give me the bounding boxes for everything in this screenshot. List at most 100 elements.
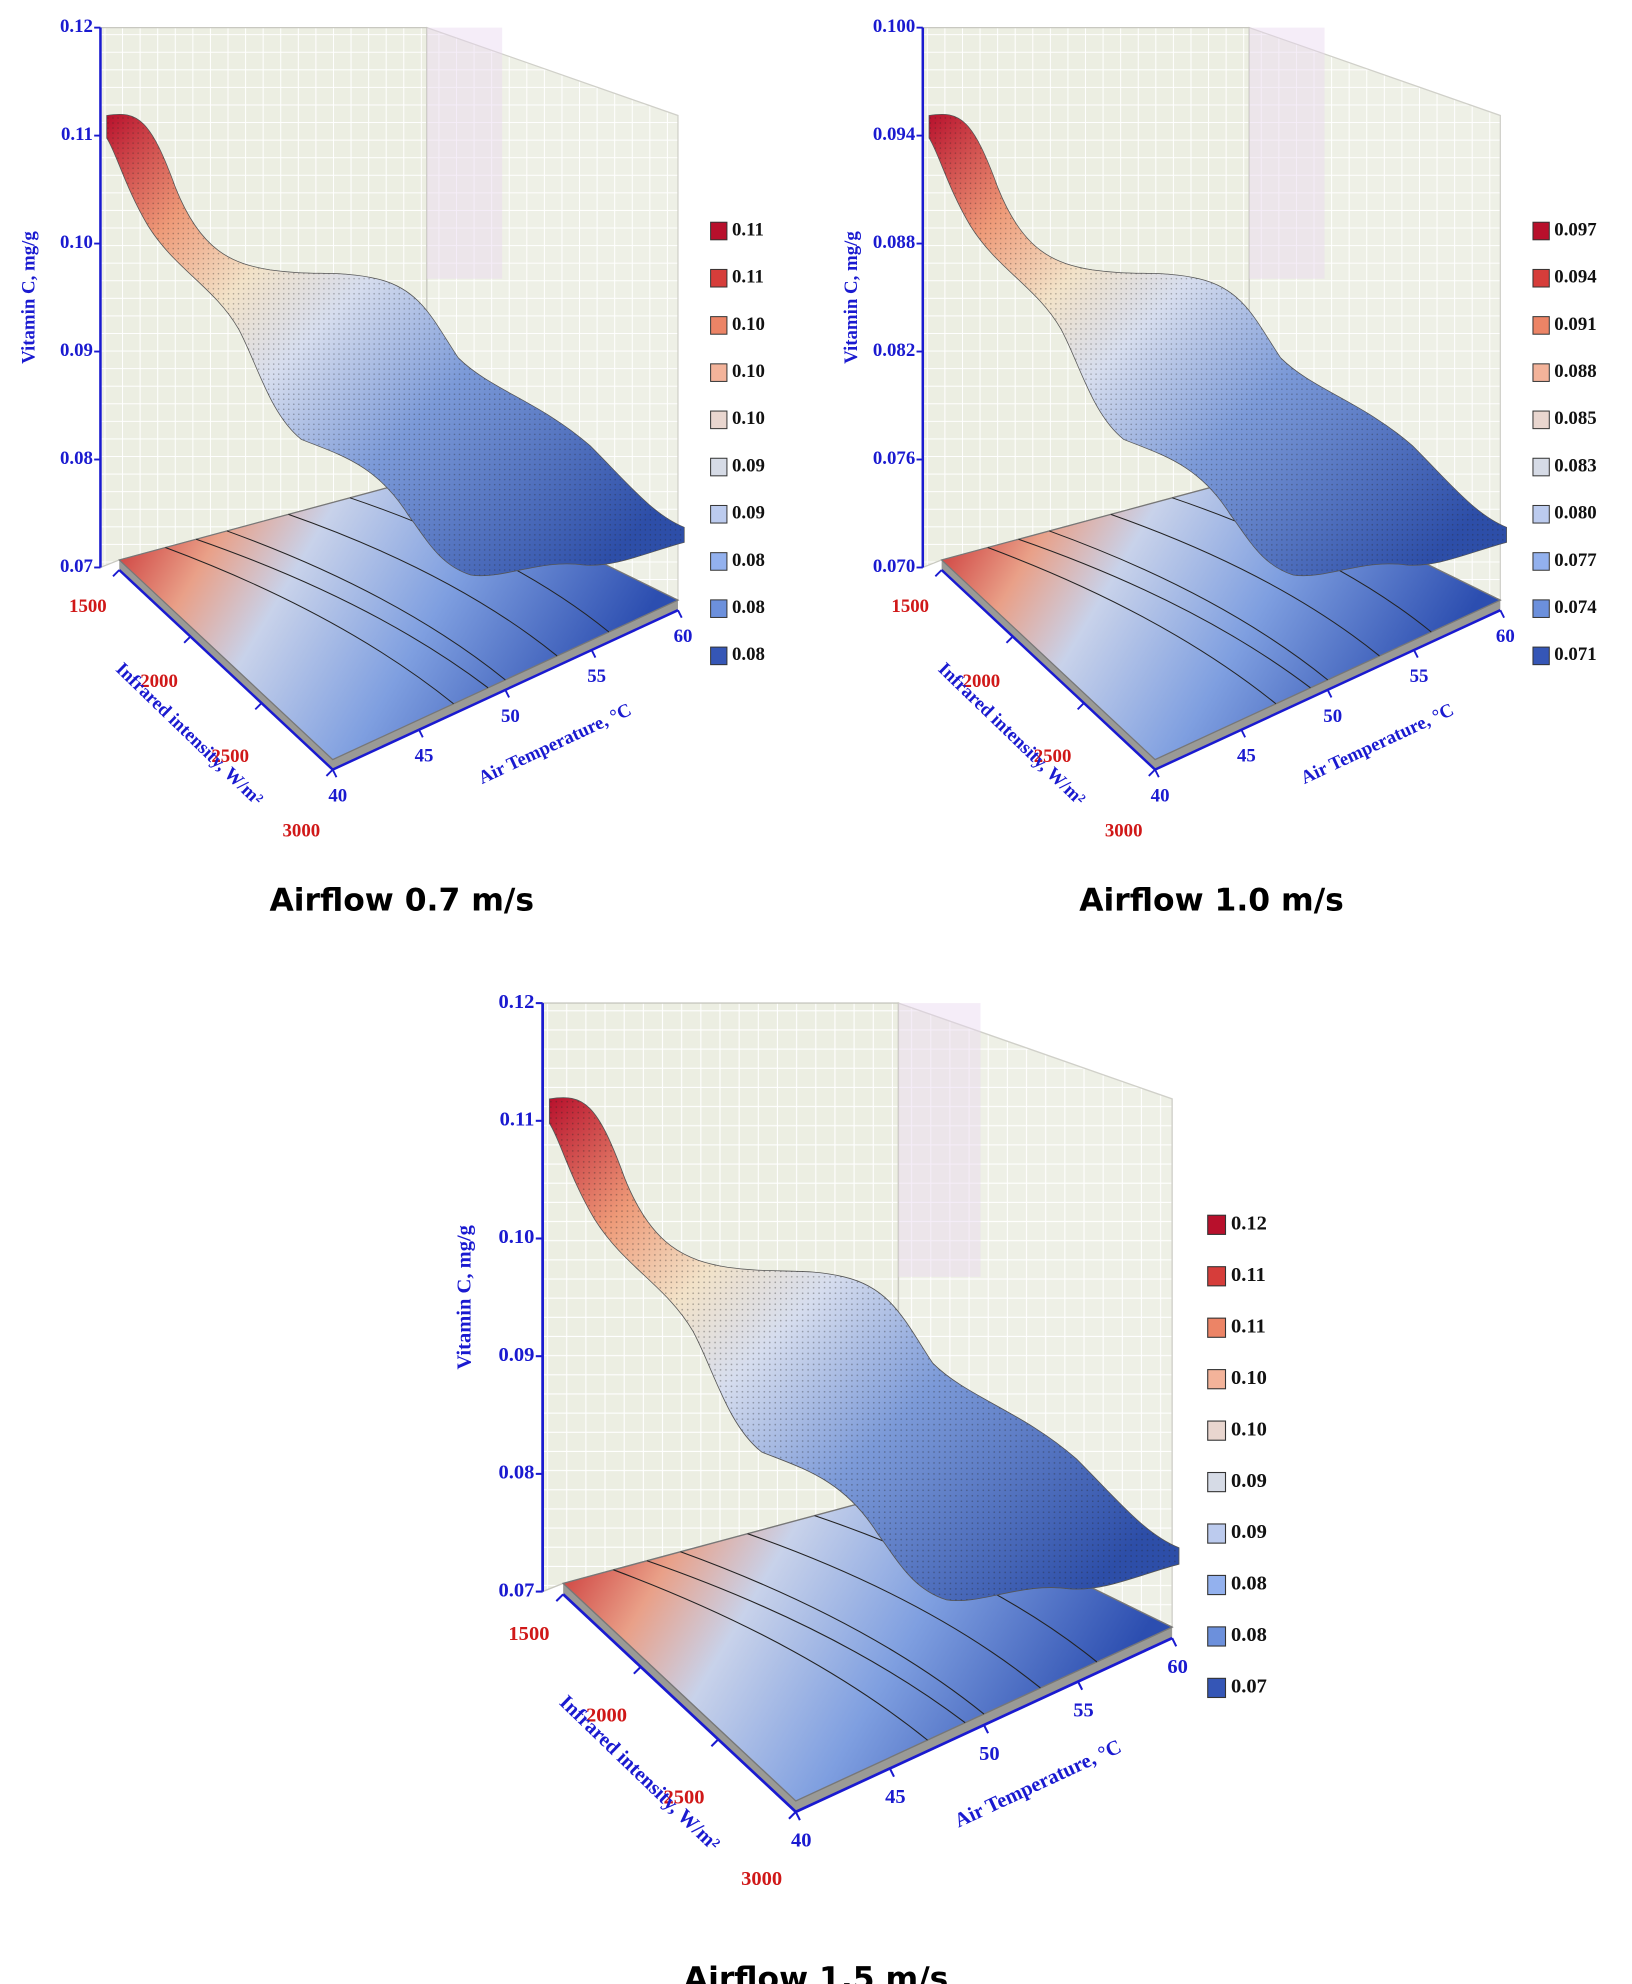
- x-tick: [325, 768, 334, 777]
- x-tick-label: 2500: [664, 1786, 705, 1808]
- y-axis-label: Air Temperature, °C: [475, 699, 635, 788]
- z-tick-label: 0.08: [60, 448, 93, 469]
- y-tick: [1499, 609, 1505, 619]
- z-axis-label: Vitamin C, mg/g: [841, 231, 862, 364]
- z-tick-label: 0.070: [873, 556, 915, 577]
- legend-swatch: [1532, 599, 1550, 618]
- z-tick-label: 0.10: [60, 232, 93, 253]
- y-tick: [1154, 769, 1160, 778]
- legend-label: 0.12: [1231, 1213, 1267, 1235]
- wall-tint: [426, 27, 503, 279]
- x-tick-label: 2500: [1034, 746, 1072, 767]
- wall-tint: [1249, 27, 1325, 279]
- surface-mesh: [929, 114, 1507, 576]
- legend-swatch: [1207, 1317, 1227, 1338]
- z-axis-label: Vitamin C, mg/g: [454, 1224, 476, 1369]
- x-tick: [112, 569, 120, 577]
- y-tick: [1326, 689, 1333, 698]
- legend-swatch: [1532, 410, 1550, 430]
- legend-label: 0.10: [732, 408, 765, 429]
- y-tick: [677, 609, 683, 619]
- contour-line: [1110, 513, 1380, 657]
- legend-label: 0.09: [732, 455, 765, 476]
- legend-swatch: [710, 646, 728, 666]
- x-tick-label: 3000: [1105, 821, 1143, 842]
- legend-swatch: [1532, 457, 1550, 477]
- legend-swatch: [1207, 1574, 1227, 1596]
- legend-swatch: [710, 316, 728, 335]
- y-tick: [888, 1767, 895, 1778]
- z-tick-label: 0.088: [873, 232, 915, 253]
- legend-swatch: [710, 363, 728, 382]
- x-tick-label: 2500: [211, 746, 249, 767]
- chart-panel: 0.07 0.08 0.09 0.10 0.11 0.12 Vitamin C, mg/g 1…: [454, 991, 1267, 1890]
- x-tick: [633, 1666, 642, 1675]
- legend-swatch: [1532, 363, 1550, 382]
- legend-label: 0.08: [732, 550, 765, 571]
- legend-label: 0.09: [732, 503, 765, 524]
- legend-swatch: [1532, 221, 1550, 241]
- legend-swatch: [1532, 316, 1550, 335]
- x-axis: [940, 569, 1156, 771]
- wall-tint: [898, 1003, 981, 1277]
- z-axis-label: Vitamin C, mg/g: [18, 231, 39, 364]
- y-tick: [794, 1811, 801, 1821]
- z-tick-label: 0.10: [499, 1226, 535, 1248]
- y-tick-label: 45: [885, 1786, 906, 1808]
- legend-swatch: [1207, 1677, 1227, 1699]
- legend-label: 0.09: [1231, 1521, 1267, 1543]
- y-tick-label: 60: [1167, 1656, 1188, 1678]
- legend-label: 0.085: [1554, 408, 1596, 429]
- legend-swatch: [1207, 1266, 1227, 1287]
- legend-swatch: [1532, 646, 1550, 666]
- legend-label: 0.097: [1554, 219, 1596, 240]
- x-tick: [1076, 702, 1085, 711]
- legend-swatch: [1207, 1523, 1227, 1544]
- x-tick: [254, 702, 263, 711]
- chart-panel: 0.070 0.076 0.082 0.088 0.094 0.100 Vitamin C,…: [841, 16, 1597, 842]
- legend-swatch: [710, 457, 728, 477]
- contour-line: [226, 530, 506, 681]
- y-tick-label: 45: [415, 746, 434, 767]
- caption: Airflow 1.5 m/s: [684, 1961, 949, 1984]
- surface-mesh: [549, 1097, 1179, 1601]
- legend-swatch: [710, 410, 728, 430]
- legend-swatch: [1207, 1214, 1227, 1235]
- x-tick-label: 2000: [586, 1705, 627, 1727]
- y-tick-label: 40: [1151, 786, 1170, 807]
- legend-label: 0.07: [1231, 1676, 1267, 1698]
- legend-label: 0.10: [732, 314, 765, 335]
- z-tick-label: 0.09: [499, 1344, 535, 1366]
- legend-swatch: [710, 268, 728, 288]
- caption: Airflow 0.7 m/s: [269, 882, 534, 918]
- x-tick: [934, 569, 943, 577]
- legend-label: 0.11: [1231, 1315, 1266, 1337]
- legend-swatch: [710, 599, 728, 618]
- legend-swatch: [1207, 1369, 1227, 1390]
- y-tick-label: 45: [1237, 746, 1256, 767]
- y-tick: [504, 689, 510, 698]
- y-tick: [983, 1724, 989, 1734]
- z-tick-label: 0.12: [60, 16, 93, 37]
- legend-label: 0.071: [1554, 644, 1596, 665]
- z-tick-label: 0.12: [499, 991, 535, 1013]
- legend-swatch: [1532, 552, 1550, 571]
- legend-swatch: [1207, 1420, 1227, 1441]
- y-tick: [590, 649, 597, 658]
- x-tick: [710, 1738, 719, 1747]
- legend-swatch: [710, 221, 728, 241]
- y-tick: [1171, 1637, 1178, 1647]
- x-tick-label: 1500: [891, 596, 929, 617]
- legend-label: 0.074: [1554, 597, 1597, 618]
- z-tick-label: 0.07: [499, 1579, 535, 1601]
- z-tick-label: 0.08: [499, 1462, 535, 1484]
- legend-label: 0.088: [1554, 361, 1596, 382]
- y-tick-label: 60: [1496, 626, 1515, 647]
- z-tick-label: 0.100: [873, 16, 915, 37]
- legend-label: 0.11: [1231, 1264, 1266, 1286]
- legend-label: 0.08: [1231, 1624, 1267, 1646]
- legend-label: 0.10: [1231, 1418, 1267, 1440]
- x-tick-label: 1500: [69, 596, 107, 617]
